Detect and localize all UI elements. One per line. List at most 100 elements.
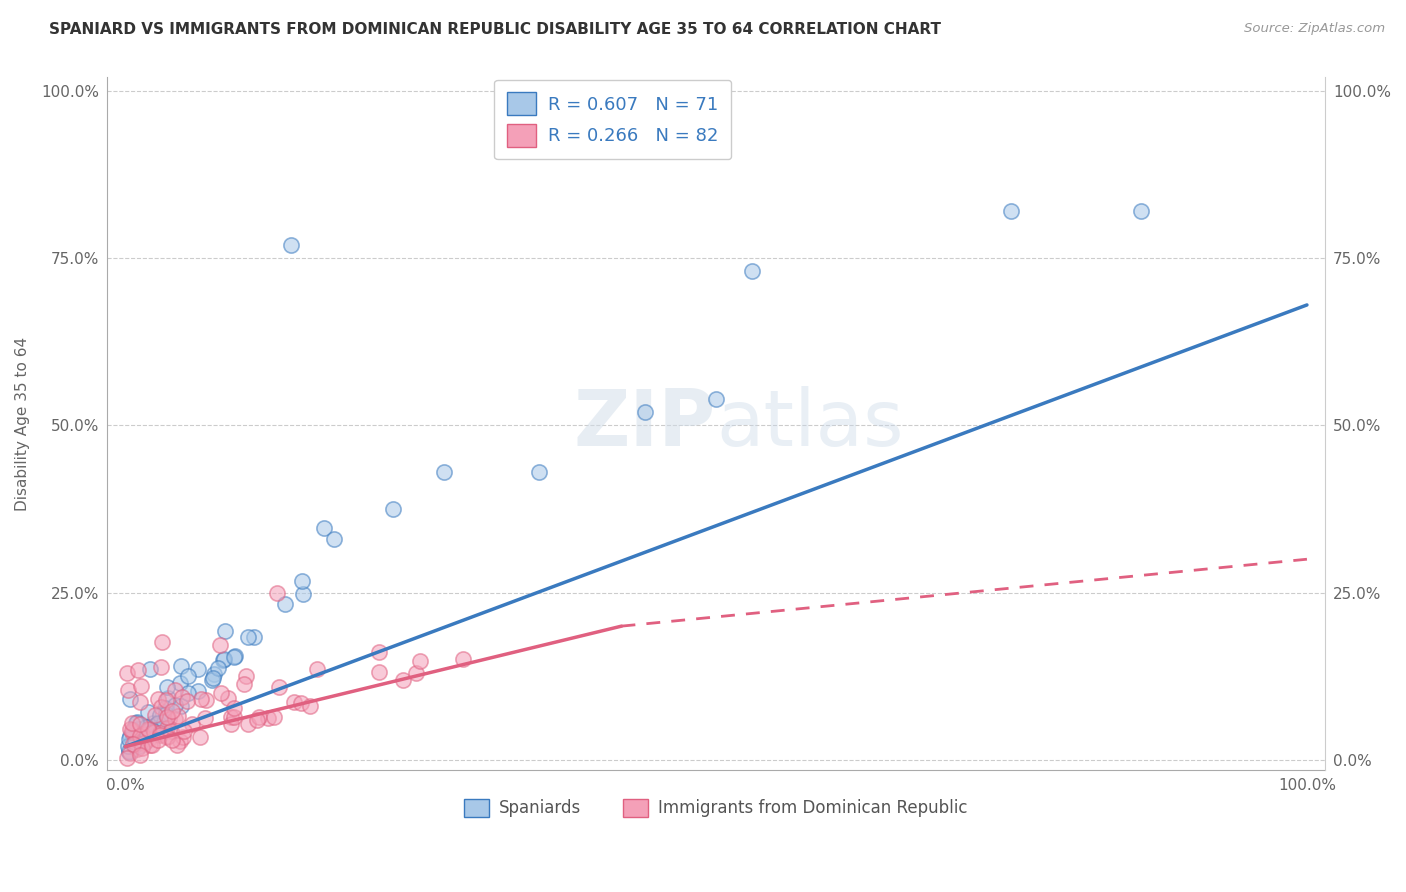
Point — [224, 648, 246, 663]
Point — [118, 745, 141, 759]
Point — [115, 751, 138, 765]
Point — [122, 737, 145, 751]
Point — [124, 734, 146, 748]
Point — [127, 663, 149, 677]
Point — [246, 713, 269, 727]
Point — [121, 715, 143, 730]
Point — [177, 685, 200, 699]
Point — [242, 630, 264, 644]
Point — [139, 661, 162, 675]
Point — [129, 680, 152, 694]
Point — [391, 673, 413, 687]
Point — [181, 717, 204, 731]
Point — [208, 638, 231, 652]
Point — [118, 722, 141, 736]
Point — [290, 696, 312, 710]
Point — [156, 690, 179, 705]
Point — [125, 716, 148, 731]
Point — [170, 699, 193, 714]
Legend: Spaniards, Immigrants from Dominican Republic: Spaniards, Immigrants from Dominican Rep… — [458, 792, 974, 824]
Point — [166, 738, 188, 752]
Point — [155, 707, 177, 722]
Point — [156, 680, 179, 694]
Point — [148, 692, 170, 706]
Point — [176, 694, 198, 708]
Point — [152, 635, 174, 649]
Point — [165, 698, 187, 712]
Point — [177, 669, 200, 683]
Point — [125, 714, 148, 729]
Point — [120, 746, 142, 760]
Point — [433, 465, 456, 479]
Point — [156, 730, 179, 744]
Point — [136, 705, 159, 719]
Point — [173, 724, 195, 739]
Point — [214, 624, 236, 638]
Point — [149, 708, 172, 723]
Point — [160, 724, 183, 739]
Point — [235, 669, 257, 683]
Point — [117, 739, 139, 754]
Point — [122, 723, 145, 738]
Point — [163, 682, 186, 697]
Point — [150, 715, 173, 730]
Point — [741, 264, 763, 278]
Point — [202, 666, 225, 681]
Point — [381, 502, 404, 516]
Point — [149, 728, 172, 742]
Point — [121, 723, 143, 737]
Point — [170, 690, 193, 705]
Point — [207, 661, 229, 675]
Point — [127, 742, 149, 756]
Point — [134, 734, 156, 748]
Point — [149, 726, 172, 740]
Point — [153, 715, 176, 730]
Point — [129, 695, 152, 709]
Point — [128, 748, 150, 763]
Point — [167, 708, 190, 723]
Point — [139, 738, 162, 752]
Point — [132, 736, 155, 750]
Point — [222, 710, 245, 724]
Point — [212, 652, 235, 666]
Point — [247, 709, 270, 723]
Point — [157, 712, 180, 726]
Point — [138, 731, 160, 746]
Point — [117, 683, 139, 698]
Point — [221, 717, 243, 731]
Point — [291, 574, 314, 589]
Point — [128, 717, 150, 731]
Point — [118, 744, 141, 758]
Point — [162, 733, 184, 747]
Point — [236, 717, 259, 731]
Point — [138, 722, 160, 736]
Point — [127, 722, 149, 736]
Point — [201, 673, 224, 687]
Point — [142, 724, 165, 739]
Point — [143, 724, 166, 739]
Point — [209, 686, 232, 700]
Point — [201, 671, 224, 685]
Point — [314, 521, 336, 535]
Point — [322, 532, 344, 546]
Point — [451, 652, 474, 666]
Point — [187, 662, 209, 676]
Point — [169, 733, 191, 747]
Point — [280, 237, 302, 252]
Point — [704, 392, 727, 406]
Point — [135, 720, 157, 734]
Point — [263, 710, 285, 724]
Point — [170, 659, 193, 673]
Point — [527, 465, 550, 479]
Point — [145, 718, 167, 732]
Point — [129, 729, 152, 743]
Point — [136, 722, 159, 736]
Point — [222, 649, 245, 664]
Point — [156, 710, 179, 724]
Point — [156, 730, 179, 744]
Point — [153, 715, 176, 730]
Point — [145, 708, 167, 723]
Point — [1000, 204, 1022, 219]
Text: atlas: atlas — [716, 385, 904, 462]
Point — [292, 587, 315, 601]
